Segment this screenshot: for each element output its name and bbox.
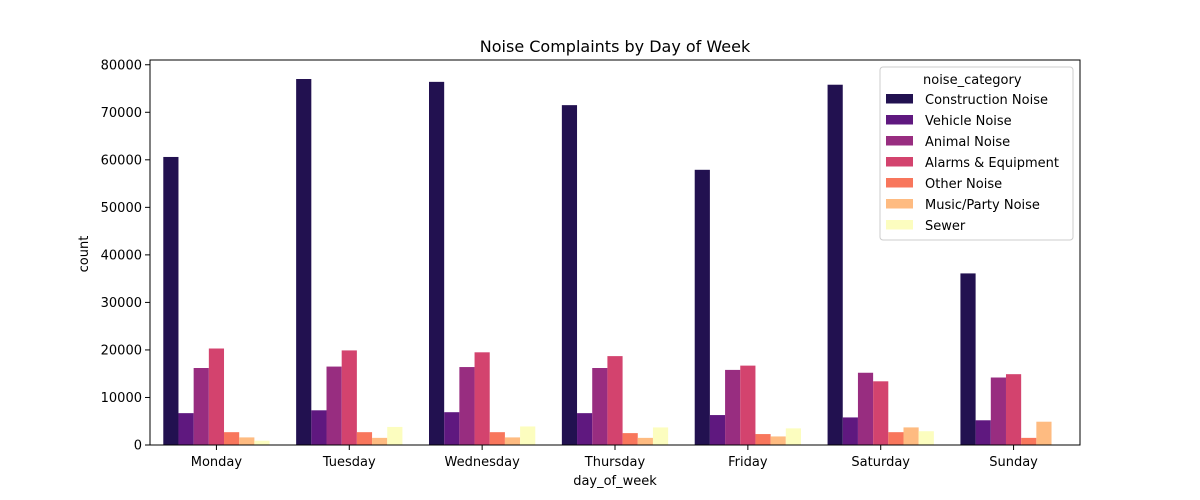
bar-friday-music-party-noise bbox=[770, 436, 786, 445]
bar-monday-animal-noise bbox=[193, 368, 209, 445]
legend-label: Alarms & Equipment bbox=[925, 156, 1059, 171]
x-tick-label: Friday bbox=[728, 455, 768, 470]
y-tick-label: 0 bbox=[134, 439, 142, 454]
x-tick-label: Sunday bbox=[989, 455, 1038, 470]
bar-saturday-alarms-equipment bbox=[873, 381, 889, 445]
bar-sunday-alarms-equipment bbox=[1005, 374, 1022, 445]
bar-monday-sewer bbox=[254, 440, 270, 445]
bar-wednesday-alarms-equipment bbox=[474, 352, 490, 445]
bar-monday-other-noise bbox=[224, 432, 240, 445]
bar-sunday-music-party-noise bbox=[1036, 421, 1052, 445]
bar-thursday-animal-noise bbox=[592, 368, 608, 445]
bar-saturday-vehicle-noise bbox=[842, 417, 858, 445]
bar-saturday-music-party-noise bbox=[903, 427, 919, 445]
legend-label: Music/Party Noise bbox=[925, 198, 1040, 213]
bar-tuesday-other-noise bbox=[356, 432, 373, 445]
bar-thursday-sewer bbox=[652, 427, 669, 445]
legend: noise_category Construction Noise Vehicle … bbox=[879, 66, 1074, 241]
legend-swatch bbox=[886, 115, 913, 125]
y-tick-label: 50000 bbox=[101, 201, 142, 216]
x-tick-label: Thursday bbox=[584, 455, 646, 470]
bar-friday-sewer bbox=[785, 428, 801, 445]
bar-tuesday-vehicle-noise bbox=[311, 410, 327, 445]
bar-tuesday-music-party-noise bbox=[372, 437, 388, 445]
x-tick-label: Monday bbox=[191, 455, 243, 470]
bar-tuesday-sewer bbox=[387, 426, 403, 445]
y-tick-label: 70000 bbox=[101, 106, 142, 121]
bar-sunday-vehicle-noise bbox=[975, 420, 991, 445]
bar-wednesday-construction-noise bbox=[429, 81, 445, 446]
bar-thursday-vehicle-noise bbox=[577, 413, 593, 445]
x-axis-label: day_of_week bbox=[573, 474, 657, 489]
legend-swatch bbox=[886, 199, 913, 209]
bar-tuesday-construction-noise bbox=[296, 79, 312, 445]
legend-swatch bbox=[886, 220, 913, 230]
legend-swatch bbox=[886, 94, 913, 104]
y-tick-label: 30000 bbox=[101, 296, 142, 311]
bar-saturday-other-noise bbox=[888, 432, 904, 445]
plot-area: 0 10000 20000 30000 40000 50000 60000 70000 8000… bbox=[101, 58, 1081, 470]
bar-sunday-animal-noise bbox=[990, 377, 1006, 445]
bar-friday-other-noise bbox=[755, 434, 771, 445]
bar-friday-vehicle-noise bbox=[709, 415, 726, 445]
legend-box bbox=[879, 66, 1074, 241]
legend-label: Other Noise bbox=[925, 177, 1002, 192]
bar-wednesday-other-noise bbox=[489, 432, 505, 445]
y-tick-label: 20000 bbox=[101, 343, 142, 358]
bar-wednesday-sewer bbox=[520, 426, 536, 445]
bar-sunday-other-noise bbox=[1021, 437, 1037, 445]
legend-swatch bbox=[886, 136, 913, 146]
legend-label: Animal Noise bbox=[925, 135, 1010, 150]
bar-saturday-animal-noise bbox=[857, 372, 874, 445]
legend-label: Sewer bbox=[925, 219, 966, 234]
legend-label: Construction Noise bbox=[925, 93, 1048, 108]
bar-thursday-music-party-noise bbox=[637, 437, 653, 445]
y-tick-label: 40000 bbox=[101, 248, 142, 263]
bar-thursday-alarms-equipment bbox=[607, 356, 623, 445]
bar-saturday-sewer bbox=[918, 431, 934, 445]
bar-monday-vehicle-noise bbox=[178, 413, 194, 445]
bar-wednesday-vehicle-noise bbox=[444, 412, 460, 445]
bar-friday-construction-noise bbox=[694, 169, 710, 446]
bar-friday-alarms-equipment bbox=[740, 365, 756, 445]
legend-swatch bbox=[886, 157, 913, 167]
bar-wednesday-music-party-noise bbox=[504, 437, 521, 445]
legend-label: Vehicle Noise bbox=[925, 114, 1012, 129]
bar-thursday-construction-noise bbox=[561, 105, 578, 446]
x-tick-label: Tuesday bbox=[322, 455, 376, 470]
y-axis-label: count bbox=[77, 236, 92, 273]
y-tick-label: 60000 bbox=[101, 153, 142, 168]
x-tick-label: Saturday bbox=[851, 455, 910, 470]
bar-sunday-construction-noise bbox=[960, 273, 976, 445]
bar-monday-music-party-noise bbox=[239, 437, 255, 445]
chart-title: Noise Complaints by Day of Week bbox=[480, 37, 751, 56]
bar-saturday-construction-noise bbox=[827, 84, 843, 445]
bar-wednesday-animal-noise bbox=[459, 367, 475, 445]
bar-tuesday-alarms-equipment bbox=[341, 350, 357, 445]
bar-tuesday-animal-noise bbox=[326, 366, 342, 445]
bar-thursday-other-noise bbox=[622, 433, 638, 445]
legend-swatch bbox=[886, 178, 913, 188]
bar-friday-animal-noise bbox=[725, 369, 741, 445]
bar-monday-construction-noise bbox=[163, 156, 179, 445]
y-tick-label: 80000 bbox=[101, 58, 142, 73]
legend-title: noise_category bbox=[923, 73, 1022, 88]
bar-monday-alarms-equipment bbox=[208, 348, 225, 445]
x-tick-label: Wednesday bbox=[445, 455, 521, 470]
y-tick-label: 10000 bbox=[101, 391, 142, 406]
